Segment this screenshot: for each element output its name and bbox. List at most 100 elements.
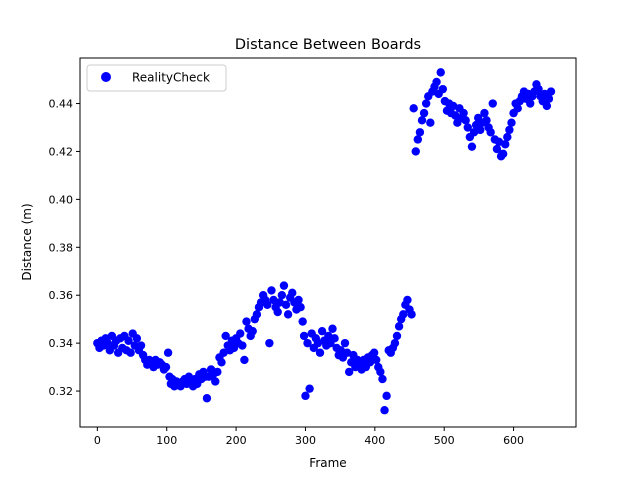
data-point: [236, 329, 245, 338]
data-point: [421, 99, 431, 108]
data-point: [513, 104, 522, 113]
data-point: [380, 406, 389, 415]
y-tick-label: 0.40: [49, 193, 74, 206]
data-point: [163, 348, 173, 357]
data-point: [390, 338, 400, 348]
data-point: [328, 324, 337, 333]
x-axis-ticks: 0 100 200 300 400 500 600: [94, 427, 524, 447]
data-point: [369, 348, 379, 357]
data-point: [378, 374, 387, 384]
data-point: [392, 331, 402, 341]
data-point: [252, 310, 262, 319]
data-point: [136, 341, 146, 350]
data-point: [263, 300, 272, 309]
x-tick-label: 100: [156, 434, 177, 447]
data-point: [301, 391, 310, 401]
x-tick-label: 400: [364, 434, 385, 447]
y-tick-label: 0.36: [49, 289, 74, 302]
y-axis-label: Distance (m): [20, 203, 34, 280]
data-point: [476, 125, 485, 135]
data-point: [542, 101, 552, 111]
data-point: [317, 326, 327, 336]
data-point: [294, 295, 303, 305]
data-point: [492, 144, 502, 154]
data-point: [296, 302, 305, 312]
data-point: [432, 77, 441, 87]
data-point: [330, 334, 339, 343]
data-point: [488, 99, 497, 108]
data-point: [202, 394, 212, 403]
plot-area-frame: [79, 57, 577, 428]
data-point: [132, 334, 142, 343]
data-point: [221, 331, 230, 341]
data-point: [546, 87, 556, 96]
data-point: [217, 358, 226, 367]
y-tick-label: 0.42: [49, 145, 74, 158]
data-point: [503, 132, 512, 142]
x-axis-label: Frame: [309, 456, 346, 470]
data-point: [459, 108, 468, 118]
y-tick-label: 0.38: [49, 241, 74, 254]
data-point: [415, 128, 425, 137]
data-point: [277, 291, 287, 300]
data-point: [426, 118, 435, 127]
data-point: [461, 116, 470, 125]
data-point: [501, 140, 510, 149]
data-point: [438, 84, 448, 94]
x-tick-label: 200: [226, 434, 247, 447]
data-point: [534, 84, 543, 94]
data-point: [486, 128, 495, 137]
data-point: [544, 94, 554, 103]
data-point: [126, 348, 135, 357]
x-tick-label: 300: [295, 434, 316, 447]
data-point: [463, 123, 472, 132]
data-point: [161, 362, 171, 372]
data-point: [279, 281, 289, 290]
data-point: [211, 377, 220, 386]
data-point: [467, 142, 477, 151]
data-point: [265, 338, 274, 348]
x-tick-label: 600: [503, 434, 524, 447]
y-tick-label: 0.44: [49, 98, 74, 111]
data-point: [288, 288, 297, 298]
data-point: [419, 108, 429, 118]
legend: RealityCheck: [86, 64, 227, 92]
data-point: [372, 355, 381, 365]
data-point: [417, 116, 427, 125]
data-point: [315, 348, 325, 357]
data-point: [299, 331, 309, 341]
data-point: [376, 367, 385, 377]
x-tick-label: 0: [94, 434, 101, 447]
data-point: [482, 116, 491, 125]
y-axis-ticks: 0.32 0.34 0.36 0.38 0.40 0.42 0.44: [49, 98, 80, 398]
data-point: [267, 286, 276, 295]
data-point: [394, 322, 404, 331]
chart-title: Distance Between Boards: [235, 37, 421, 53]
data-point: [403, 295, 412, 305]
data-points: [93, 68, 556, 415]
data-point: [340, 338, 350, 348]
data-point: [273, 307, 282, 317]
data-point: [124, 336, 133, 345]
data-point: [298, 317, 307, 326]
data-point: [505, 125, 514, 135]
x-tick-label: 500: [434, 434, 455, 447]
data-point: [283, 310, 293, 319]
data-point: [238, 341, 247, 350]
data-point: [303, 338, 312, 348]
legend-box: [86, 64, 227, 92]
legend-label-realitycheck: RealityCheck: [132, 71, 210, 85]
data-point: [411, 147, 420, 156]
legend-marker-realitycheck: [101, 72, 111, 82]
data-point: [382, 391, 391, 401]
data-point: [213, 367, 222, 377]
data-point: [409, 104, 418, 113]
data-point: [242, 317, 251, 326]
data-point: [240, 355, 249, 365]
data-point: [436, 68, 445, 77]
data-point: [399, 310, 408, 319]
data-point: [526, 99, 535, 108]
data-point: [413, 135, 423, 144]
data-point: [248, 326, 257, 336]
